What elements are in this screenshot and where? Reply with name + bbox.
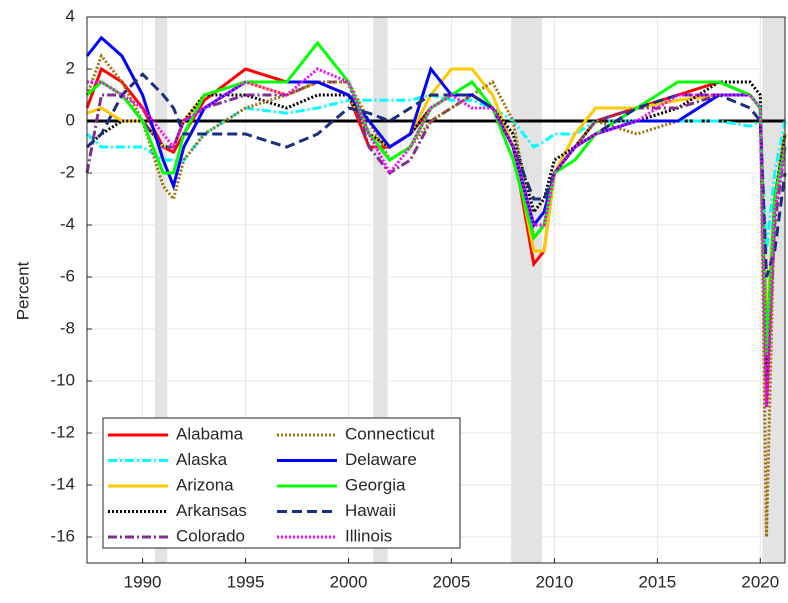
plot-frame bbox=[86, 16, 786, 564]
y-axis-label: Percent bbox=[13, 261, 32, 320]
x-tick-label: 2000 bbox=[330, 572, 368, 591]
legend-label: Georgia bbox=[345, 475, 406, 494]
legend-label: Connecticut bbox=[345, 424, 435, 443]
legend: Alabama Alaska Arizona Arkansas Colorado Conn… bbox=[102, 417, 461, 549]
y-tick-label: 4 bbox=[66, 6, 75, 25]
series-line bbox=[86, 67, 787, 330]
series-line bbox=[85, 80, 787, 382]
y-tick-label: -12 bbox=[50, 422, 75, 441]
y-tick-label: -10 bbox=[50, 370, 75, 389]
y-tick-label: -8 bbox=[60, 318, 75, 337]
x-tick-label: 2010 bbox=[535, 572, 573, 591]
legend-label: Alabama bbox=[176, 424, 244, 443]
legend-label: Alaska bbox=[176, 450, 228, 469]
y-tick-label: -16 bbox=[50, 526, 75, 545]
legend-label: Delaware bbox=[345, 450, 417, 469]
y-tick-label: 0 bbox=[66, 110, 75, 129]
y-tick-label: -6 bbox=[60, 266, 75, 285]
legend-label: Illinois bbox=[345, 526, 392, 545]
x-tick-label: 2015 bbox=[638, 572, 676, 591]
y-tick-label: 2 bbox=[66, 58, 75, 77]
x-tick-label: 1990 bbox=[124, 572, 162, 591]
series-line bbox=[85, 80, 787, 408]
y-tick-label: -14 bbox=[50, 474, 75, 493]
recession-band bbox=[511, 17, 543, 563]
legend-label: Arizona bbox=[176, 475, 234, 494]
y-tick-label: -2 bbox=[60, 162, 75, 181]
series-line bbox=[87, 67, 787, 408]
legend-box bbox=[102, 417, 461, 549]
legend-label: Hawaii bbox=[345, 501, 396, 520]
legend-label: Colorado bbox=[176, 526, 245, 545]
x-tick-label: 2005 bbox=[433, 572, 471, 591]
y-tick-label: -4 bbox=[60, 214, 75, 233]
x-tick-label: 1995 bbox=[227, 572, 265, 591]
x-tick-label: 2020 bbox=[741, 572, 779, 591]
series-line bbox=[85, 35, 787, 356]
legend-label: Arkansas bbox=[176, 501, 247, 520]
